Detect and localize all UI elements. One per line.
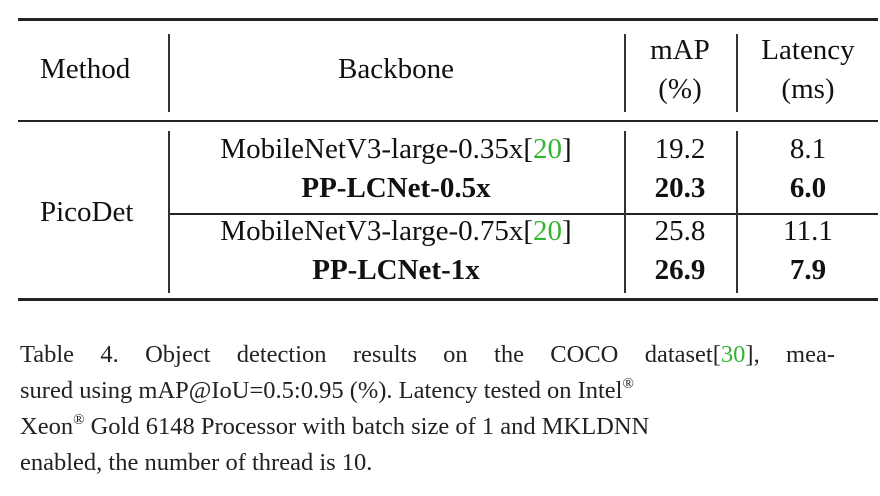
header-latency-unit: (ms) [781,73,835,105]
table-row-backbone: PP-LCNet-0.5x [301,172,491,204]
registered-trademark-symbol: ® [73,412,85,428]
table-row-latency: 11.1 [783,215,833,247]
table-row-map: 20.3 [654,172,706,204]
header-map-unit: (%) [658,73,702,105]
table-group-divider [170,213,878,215]
citation-link[interactable]: 20 [533,133,563,165]
citation-bracket: ] [562,133,572,165]
table-header-rule [18,120,878,122]
caption-text: Gold 6148 Processor with batch size of 1… [84,413,650,440]
table-row-map: 19.2 [654,133,706,165]
header-backbone: Backbone [338,53,454,85]
caption-text: enabled, the number of thread is 10. [20,449,373,476]
table-top-rule [18,18,878,21]
column-divider [624,34,626,112]
registered-trademark-symbol: ® [622,376,634,392]
caption-line: sured using mAP@IoU=0.5:0.95 (%). Latenc… [20,373,835,409]
citation-bracket: [ [523,133,534,165]
header-latency: Latency [761,34,855,66]
column-divider [624,131,626,293]
caption-line: Table 4. Object detection results on the… [20,337,835,373]
column-divider [736,131,738,293]
table-row-latency: 6.0 [789,172,827,204]
column-divider [168,131,170,293]
backbone-name: MobileNetV3-large-0.75x [220,215,524,247]
table-row-map: 25.8 [654,215,706,247]
caption-text: Xeon [20,413,74,440]
header-map: mAP [650,34,710,66]
method-picodet: PicoDet [40,196,134,228]
caption-line: Xeon® Gold 6148 Processor with batch siz… [20,409,835,445]
citation-bracket: ] [562,215,572,247]
backbone-name: MobileNetV3-large-0.35x [220,133,524,165]
citation-bracket: [ [523,215,534,247]
table-row-latency: 8.1 [789,133,827,165]
caption-line: enabled, the number of thread is 10. [20,445,835,481]
caption-text: Table 4. Object detection results on the… [20,341,713,368]
table-row-backbone: MobileNetV3-large-0.35x[20] [168,135,624,164]
table-row-map: 26.9 [654,254,706,286]
citation-link[interactable]: 30 [720,341,746,368]
caption-text: , mea- [753,341,835,368]
column-divider [168,34,170,112]
citation-link[interactable]: 20 [533,215,563,247]
column-divider [736,34,738,112]
caption-text: sured using mAP@IoU=0.5:0.95 (%). Latenc… [20,377,623,404]
table-row-backbone: MobileNetV3-large-0.75x[20] [168,217,624,246]
table-row-latency: 7.9 [789,254,827,286]
table-caption: Table 4. Object detection results on the… [20,337,835,481]
table-row-backbone: PP-LCNet-1x [312,254,480,286]
header-method: Method [40,53,131,85]
table-bottom-rule [18,298,878,301]
citation-bracket: ] [745,341,754,368]
citation-bracket: [ [712,341,721,368]
